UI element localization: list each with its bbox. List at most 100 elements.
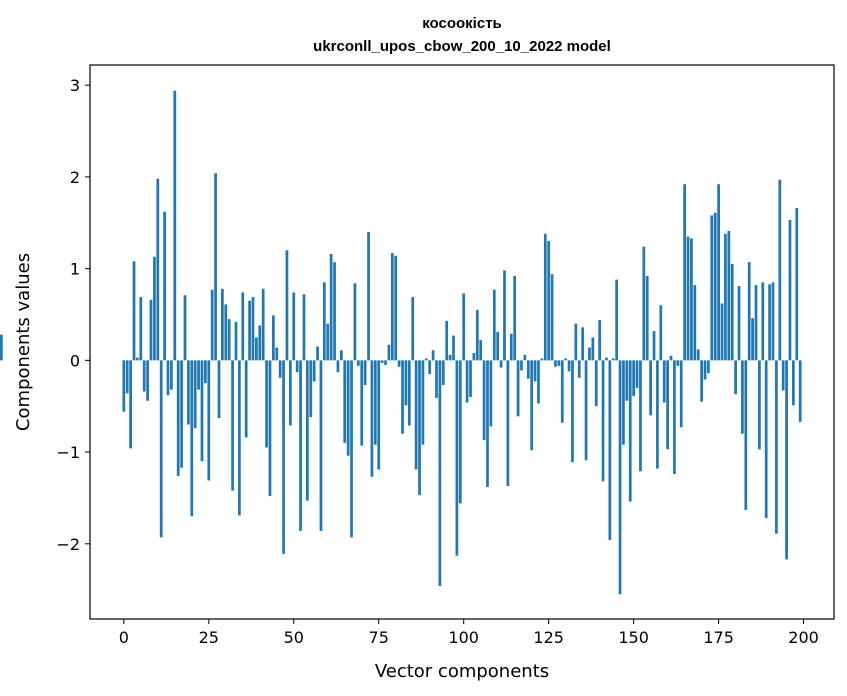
bar	[550, 274, 554, 361]
bar	[469, 360, 472, 398]
bar	[299, 360, 302, 531]
x-tick-label: 175	[703, 628, 734, 647]
bar	[659, 305, 663, 361]
bar	[557, 360, 561, 366]
bar	[707, 360, 710, 374]
bar	[696, 349, 700, 361]
bar	[571, 360, 574, 463]
bar	[741, 360, 744, 434]
bar	[788, 220, 792, 361]
bar	[747, 262, 751, 361]
bar	[224, 304, 228, 361]
bar-series	[0, 90, 802, 595]
bar	[295, 360, 299, 373]
bar	[737, 286, 741, 361]
bar	[448, 354, 452, 361]
bar	[588, 347, 591, 361]
bar	[122, 360, 126, 412]
bar	[170, 360, 173, 390]
bar	[560, 360, 564, 423]
x-tick-label: 0	[119, 628, 129, 647]
bar	[656, 360, 659, 469]
bar	[394, 255, 398, 361]
bar	[268, 360, 272, 497]
bar	[421, 360, 425, 445]
bar	[577, 360, 581, 378]
bar	[176, 360, 180, 476]
bar	[289, 360, 292, 426]
bar	[761, 282, 765, 361]
bar	[751, 318, 754, 361]
bar	[210, 289, 214, 361]
bar	[156, 178, 160, 361]
bar	[520, 360, 523, 371]
bar	[309, 360, 313, 418]
bar	[234, 321, 238, 361]
bar	[163, 211, 166, 361]
bar	[543, 233, 547, 361]
chart-subtitle: ukrconll_upos_cbow_200_10_2022 model	[313, 38, 611, 55]
bar	[326, 323, 330, 361]
bar	[703, 360, 707, 380]
x-tick-label: 25	[199, 628, 219, 647]
y-tick-label: 3	[70, 76, 80, 95]
bar	[346, 360, 350, 456]
bar	[441, 360, 445, 386]
bar	[187, 360, 190, 425]
bar	[622, 360, 625, 445]
bar	[231, 360, 234, 491]
bar	[350, 360, 353, 538]
bar	[312, 360, 316, 382]
bar	[506, 360, 510, 486]
bar	[618, 360, 622, 595]
bar	[380, 360, 384, 364]
bar	[662, 360, 666, 403]
bar	[717, 184, 720, 361]
x-tick-label: 125	[533, 628, 564, 647]
bar	[652, 330, 656, 361]
x-axis-label: Vector components	[375, 661, 549, 682]
x-tick-label: 75	[369, 628, 389, 647]
bar	[649, 360, 652, 416]
bar	[132, 261, 136, 361]
bar	[363, 360, 367, 386]
bar	[628, 360, 632, 502]
bar	[241, 292, 245, 361]
bar	[530, 360, 534, 451]
bar	[248, 300, 251, 361]
bar	[642, 246, 646, 361]
bar	[758, 360, 761, 450]
bar	[360, 360, 364, 446]
bar	[180, 360, 183, 468]
bar	[795, 208, 799, 361]
bar	[710, 215, 714, 361]
bar	[411, 297, 415, 361]
bar	[537, 360, 540, 404]
bar	[265, 360, 268, 448]
bar	[676, 360, 680, 366]
bar	[489, 360, 493, 427]
bar	[278, 360, 282, 378]
bar	[183, 295, 187, 361]
bar	[574, 323, 578, 361]
bar	[533, 360, 537, 382]
bar	[509, 333, 513, 361]
bar	[591, 337, 595, 361]
bar	[414, 360, 418, 470]
bar	[302, 294, 306, 361]
bar	[547, 241, 551, 361]
bar	[635, 360, 639, 388]
bar	[370, 360, 374, 477]
bar	[272, 315, 275, 361]
bar	[482, 360, 486, 441]
bar	[428, 360, 432, 375]
bar	[190, 360, 194, 517]
bar	[316, 346, 319, 361]
bar	[153, 256, 156, 361]
bar	[778, 179, 782, 361]
bar	[734, 360, 737, 395]
bar	[513, 275, 517, 361]
bar	[730, 264, 734, 361]
bar	[540, 358, 544, 361]
bar	[798, 360, 802, 422]
